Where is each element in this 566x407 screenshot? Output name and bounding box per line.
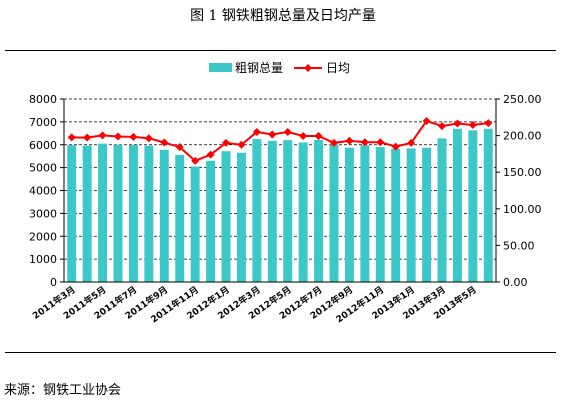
line-point [484,119,493,128]
bar [437,138,447,282]
y-left-tick-label: 3000 [29,207,57,220]
bar [406,148,416,282]
figure-title: 图 1 钢铁粗钢总量及日均产量 [190,8,376,24]
y-right-tick-label: 150.00 [503,166,542,179]
bar [483,128,493,282]
legend-line-label: 日均 [326,61,350,75]
bar [98,143,108,282]
legend-line-marker [304,64,312,72]
line-point [129,132,138,141]
legend: 粗钢总量 日均 [209,61,350,75]
y-left-tick-label: 2000 [29,230,57,243]
legend-bar-label: 粗钢总量 [235,61,283,75]
line-point [407,138,416,147]
bar [190,166,200,282]
y-left-tick-label: 1000 [29,253,57,266]
line-point [468,120,477,129]
line-point [237,140,246,149]
y-right-tick-label: 100.00 [503,203,542,216]
line-point [345,136,354,145]
bar [82,145,92,282]
bar [422,147,432,282]
bar [252,139,262,282]
line-point [222,138,230,147]
bar [344,147,354,282]
y-left-tick-label: 8000 [29,93,57,106]
line-path [71,119,489,163]
line-point [360,138,369,147]
bar [236,152,246,282]
line-point [98,131,107,140]
line-point [330,138,338,147]
line-point [438,122,446,131]
bar [298,142,308,282]
line-point [206,150,215,159]
y-left-tick-label: 0 [50,276,57,289]
bar [67,145,77,282]
y-left-tick-label: 4000 [29,185,57,198]
bar-series [67,128,493,282]
line-point [268,130,277,139]
y-right-tick-label: 0.00 [503,276,528,289]
y-right-tick-label: 200.00 [503,130,542,143]
y-right-tick-label: 50.00 [503,239,535,252]
top-rule [5,50,556,51]
line-point [422,116,431,125]
bar [206,160,216,282]
bar [144,145,154,282]
line-series [67,116,493,165]
y-left-tick-label: 7000 [29,116,57,129]
bottom-rule [5,352,556,353]
bar [221,151,231,282]
bar [360,145,370,282]
line-point [191,156,200,165]
line-point [83,133,92,142]
bar [375,147,385,282]
line-point [114,132,122,141]
line-point [160,138,169,147]
line-point [252,127,261,136]
line-point [453,119,462,128]
source-note: 来源：钢铁工业协会 [4,383,122,398]
bar [452,128,462,282]
legend-bar-swatch [209,63,232,72]
bar [283,140,293,282]
line-point [376,138,385,147]
bar [314,139,324,282]
y-left-tick-label: 5000 [29,162,57,175]
line-point [67,133,76,142]
bar [391,148,401,282]
bar [468,130,478,282]
y-left-tick-label: 6000 [29,139,57,152]
line-point [283,127,292,136]
bar [113,144,123,282]
line-point [314,131,323,140]
bar [128,144,138,282]
bar [267,140,277,282]
line-point [144,134,153,143]
line-point [299,131,308,140]
line-point [175,143,184,152]
y-right-tick-label: 250.00 [503,93,542,106]
bar [329,144,339,282]
bar [175,154,185,282]
line-point [391,142,400,151]
bar [159,149,169,282]
